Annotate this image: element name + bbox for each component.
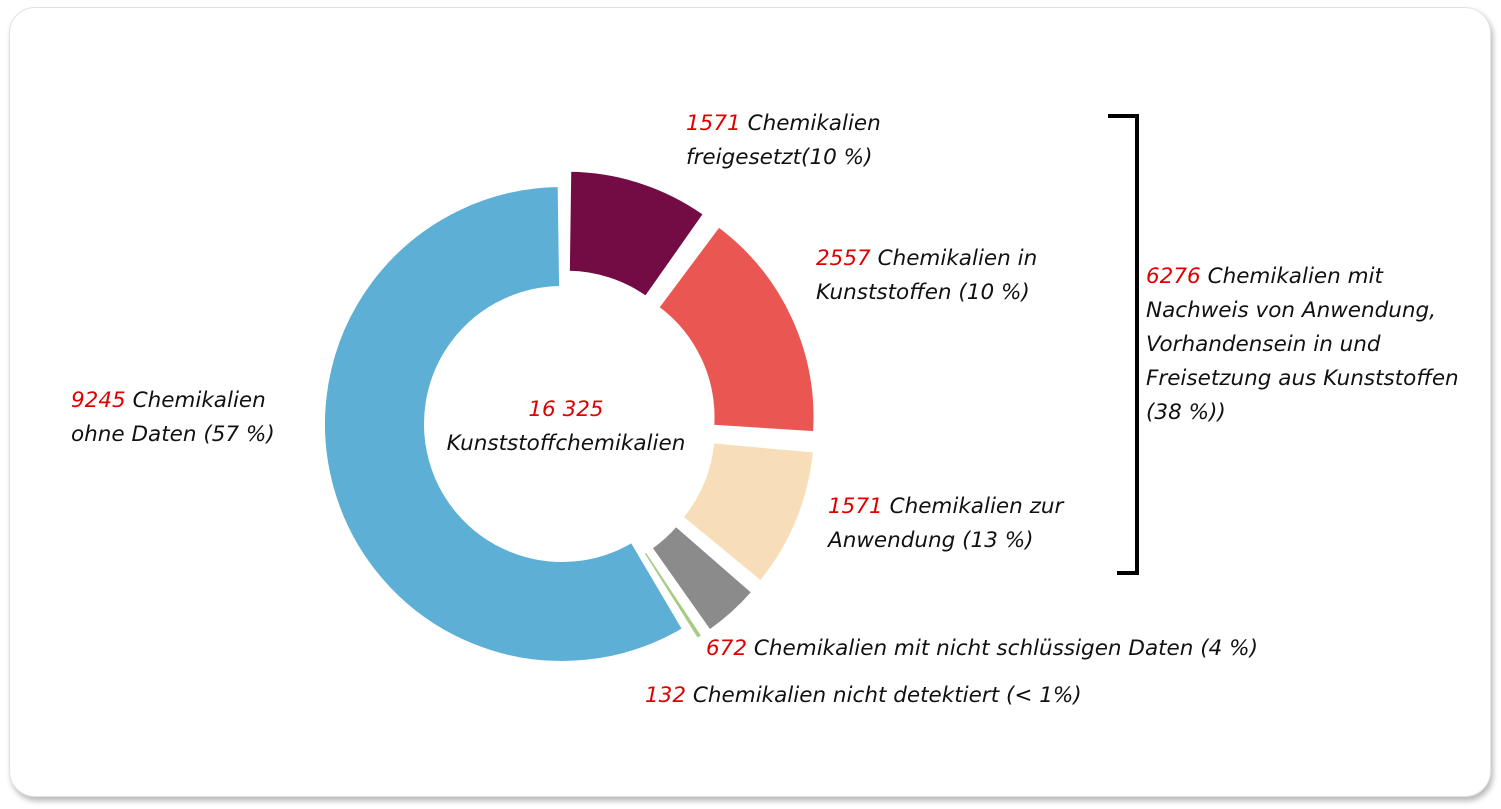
text-in-kunststoffen-line1: Chemikalien in [877,246,1038,271]
value-zur-anwendung: 1571 [828,494,883,519]
text-bracket-line1: Chemikalien mit [1207,264,1383,289]
value-freigesetzt: 1571 [686,111,741,136]
label-bracket-group: 6276 Chemikalien mit Nachweis von Anwend… [1146,260,1459,430]
label-freigesetzt: 1571 Chemikalien freigesetzt(10 %) [686,107,881,175]
label-zur-anwendung: 1571 Chemikalien zur Anwendung (13 %) [828,490,1063,558]
text-bracket-line4: Freisetzung aus Kunststoffen [1146,366,1459,391]
group-bracket [1108,114,1139,575]
label-in-kunststoffen: 2557 Chemikalien in Kunststoffen (10 %) [816,242,1037,310]
value-in-kunststoffen: 2557 [816,246,871,271]
text-bracket-line5: (38 %)) [1146,400,1226,425]
slice-zur-anwendung [681,441,815,583]
center-total-value: 16 325 [528,397,604,422]
slice-nicht-detektiert [642,550,704,641]
value-nicht-schluessig: 672 [706,636,748,661]
text-ohne-daten-line1: Chemikalien [132,388,266,413]
slice-nicht-schluessig [650,524,754,632]
value-ohne-daten: 9245 [71,388,126,413]
text-nicht-schluessig: Chemikalien mit nicht schlüssigen Daten … [753,636,1258,661]
center-total-text: Kunststoffchemikalien [446,431,686,456]
slice-freigesetzt [567,169,706,299]
label-nicht-detektiert: 132 Chemikalien nicht detektiert (< 1%) [645,679,1082,713]
text-bracket-line3: Vorhandensein in und [1146,332,1381,357]
value-nicht-detektiert: 132 [645,683,687,708]
text-in-kunststoffen-line2: Kunststoffen (10 %) [816,280,1030,305]
slice-in-kunststoffen [657,225,816,434]
text-zur-anwendung-line2: Anwendung (13 %) [828,528,1034,553]
text-freigesetzt-line2: freigesetzt(10 %) [686,145,873,170]
label-nicht-schluessig: 672 Chemikalien mit nicht schlüssigen Da… [706,632,1258,666]
text-ohne-daten-line2: ohne Daten (57 %) [71,422,275,447]
donut-slices [323,169,816,663]
text-freigesetzt-line1: Chemikalien [747,111,881,136]
label-ohne-daten: 9245 Chemikalien ohne Daten (57 %) [71,384,275,452]
center-label: 16 325 Kunststoffchemikalien [431,393,701,461]
text-nicht-detektiert: Chemikalien nicht detektiert (< 1%) [692,683,1082,708]
text-bracket-line2: Nachweis von Anwendung, [1146,298,1437,323]
text-zur-anwendung-line1: Chemikalien zur [889,494,1064,519]
value-bracket-group: 6276 [1146,264,1201,289]
slice-ohne-daten [323,185,685,663]
